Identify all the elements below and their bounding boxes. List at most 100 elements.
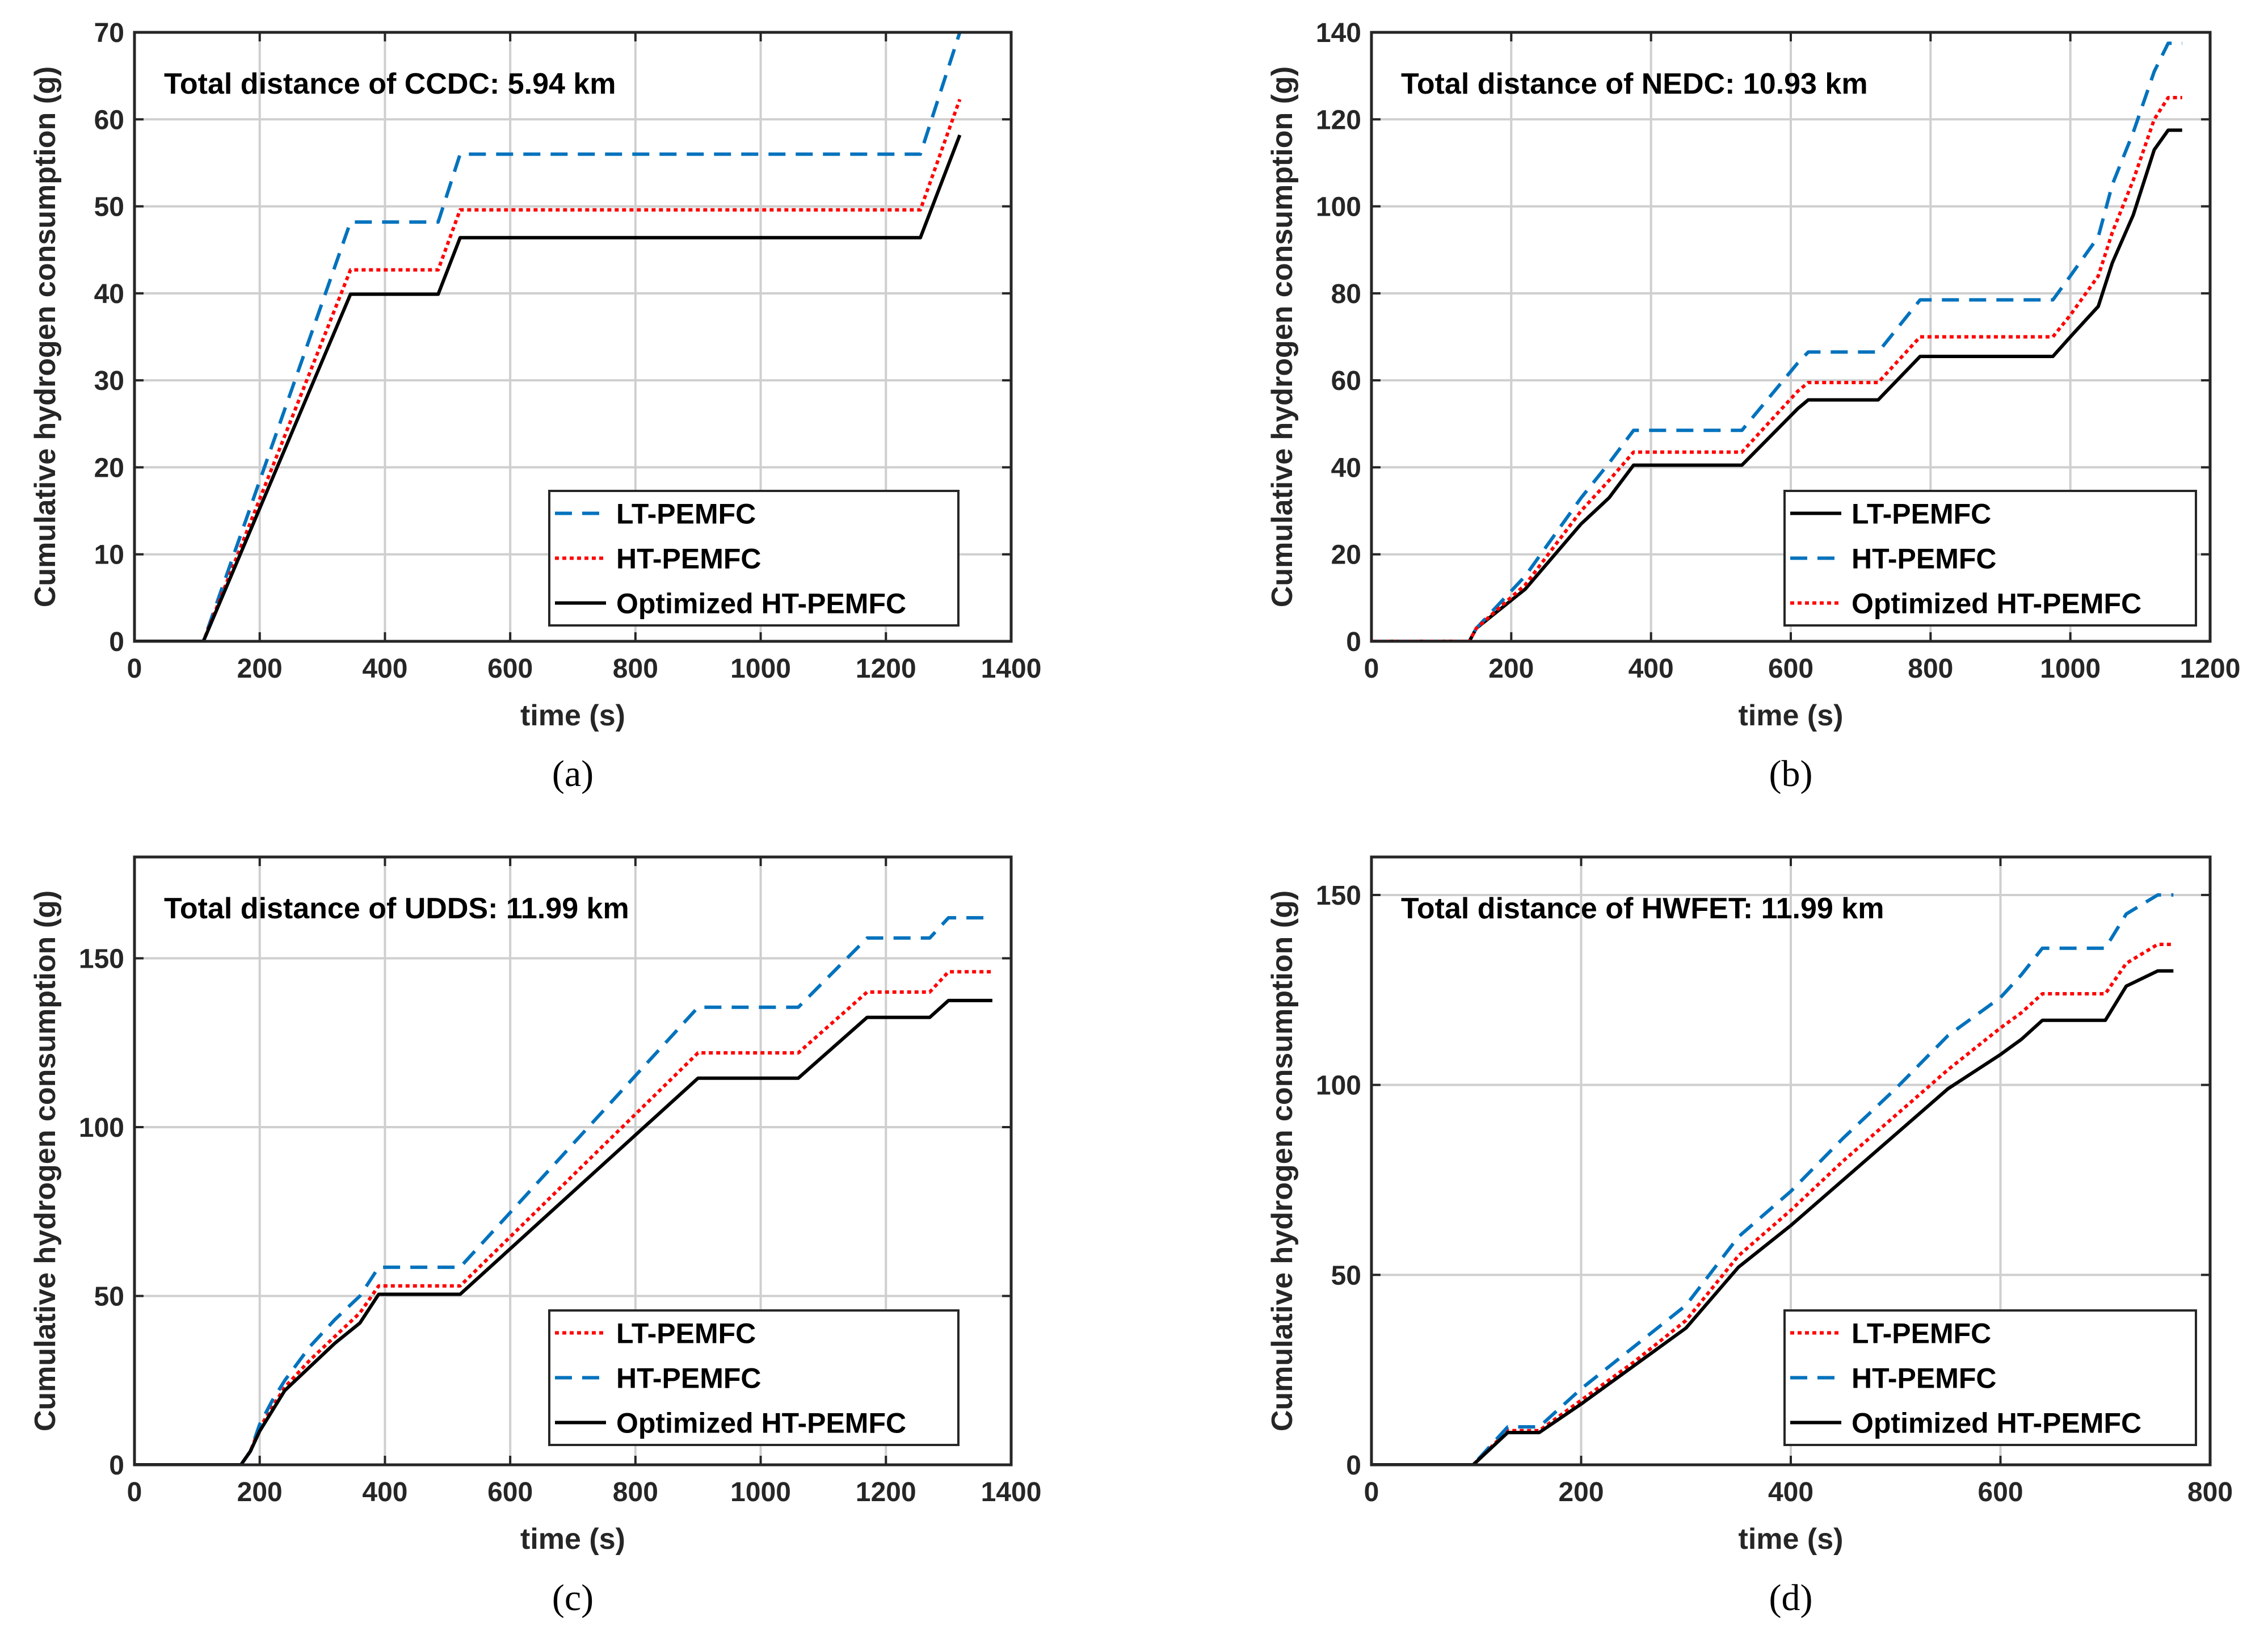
legend-label: HT-PEMFC (616, 1363, 761, 1394)
panel-caption: (c) (552, 1577, 594, 1619)
y-axis-label: Cumulative hydrogen consumption (g) (29, 66, 62, 607)
x-tick-label: 1200 (856, 1477, 916, 1507)
legend-label: HT-PEMFC (616, 543, 761, 575)
legend-box (1783, 1309, 2197, 1446)
x-tick-label: 200 (1558, 1477, 1604, 1507)
y-tick-label: 50 (94, 192, 124, 222)
x-axis-label: time (s) (1739, 699, 1844, 732)
chart-panel-c: 0 200 400 600 800 1000 1200 1400 0 50 100 150 time (… (29, 855, 1042, 1619)
y-tick-label: 80 (1331, 279, 1361, 309)
x-tick-label: 1000 (730, 1477, 791, 1507)
x-tick-label: 800 (613, 1477, 658, 1507)
y-axis-label: Cumulative hydrogen consumption (g) (29, 890, 62, 1431)
y-tick-label: 100 (1316, 192, 1361, 222)
axes-box (133, 855, 1013, 1467)
x-tick-label: 1000 (2040, 654, 2101, 684)
panel-caption: (b) (1769, 753, 1813, 795)
y-tick-label: 20 (1331, 540, 1361, 570)
y-tick-label: 150 (79, 944, 124, 974)
legend: LT-PEMFC HT-PEMFC Optimized HT-PEMFC (548, 1309, 960, 1446)
x-tick-label: 400 (362, 1477, 407, 1507)
panel-caption: (a) (552, 753, 594, 795)
x-tick-label: 0 (127, 654, 142, 684)
legend-box (548, 1309, 960, 1446)
y-tick-label: 30 (94, 366, 124, 396)
y-tick-label: 0 (109, 627, 124, 657)
y-tick-label: 120 (1316, 105, 1361, 135)
distance-annotation: Total distance of CCDC: 5.94 km (164, 68, 616, 100)
legend: LT-PEMFC HT-PEMFC Optimized HT-PEMFC (1783, 490, 2197, 627)
y-tick-label: 0 (1346, 1451, 1361, 1481)
x-tick-label: 400 (362, 654, 407, 684)
x-tick-label: 0 (1364, 654, 1379, 684)
x-axis-label: time (s) (520, 1523, 625, 1556)
legend-label: Optimized HT-PEMFC (616, 588, 906, 620)
legend-label: Optimized HT-PEMFC (616, 1407, 906, 1439)
y-tick-label: 60 (1331, 366, 1361, 396)
y-tick-label: 50 (1331, 1261, 1361, 1291)
legend-label: LT-PEMFC (616, 1318, 756, 1350)
x-tick-label: 1200 (2180, 654, 2241, 684)
y-tick-label: 140 (1316, 18, 1361, 48)
x-tick-label: 600 (1768, 654, 1813, 684)
legend-label: LT-PEMFC (1852, 1318, 1991, 1350)
legend-label: LT-PEMFC (1852, 498, 1991, 530)
x-tick-label: 200 (1488, 654, 1534, 684)
x-tick-label: 0 (1364, 1477, 1379, 1507)
x-tick-label: 1200 (856, 654, 916, 684)
series-line-ht-pemfc (1371, 893, 2174, 1465)
x-tick-label: 200 (237, 1477, 283, 1507)
x-tick-label: 800 (2187, 1477, 2233, 1507)
y-tick-label: 60 (94, 105, 124, 135)
legend-box (1783, 490, 2197, 627)
x-tick-label: 1400 (981, 654, 1042, 684)
legend-label: HT-PEMFC (1852, 543, 1997, 575)
distance-annotation: Total distance of UDDS: 11.99 km (164, 892, 629, 925)
x-tick-label: 200 (237, 654, 283, 684)
y-tick-label: 20 (94, 453, 124, 483)
series-line-optimized-ht-pemfc (134, 134, 962, 641)
chart-panel-a: 0 200 400 600 800 1000 1200 1400 0 10 20 30 40 50 60 70… (29, 18, 1041, 795)
distance-annotation: Total distance of NEDC: 10.93 km (1401, 68, 1868, 100)
x-tick-label: 800 (1908, 654, 1953, 684)
x-tick-label: 400 (1768, 1477, 1813, 1507)
y-axis-label: Cumulative hydrogen consumption (g) (1266, 66, 1299, 607)
series-line-lt-pemfc (1371, 128, 2182, 641)
chart-panel-d: 0 200 400 600 800 0 50 100 150 time (s) Cumulative… (1266, 855, 2233, 1619)
x-tick-label: 600 (487, 654, 533, 684)
x-tick-label: 600 (487, 1477, 533, 1507)
legend-box (548, 490, 960, 627)
y-axis-label: Cumulative hydrogen consumption (g) (1266, 890, 1299, 1431)
axes-box (133, 31, 1013, 643)
series-line-optimized-ht-pemfc (1371, 96, 2182, 641)
y-tick-label: 100 (79, 1113, 124, 1143)
panel-caption: (d) (1769, 1577, 1813, 1619)
x-tick-label: 1000 (730, 654, 791, 684)
x-tick-label: 400 (1629, 654, 1674, 684)
legend-label: HT-PEMFC (1852, 1363, 1997, 1394)
y-tick-label: 150 (1316, 881, 1361, 911)
series-line-optimized-ht-pemfc (134, 998, 992, 1465)
series-line-optimized-ht-pemfc (1371, 969, 2174, 1465)
legend-label: Optimized HT-PEMFC (1852, 588, 2141, 620)
legend-label: Optimized HT-PEMFC (1852, 1407, 2141, 1439)
series-line-lt-pemfc (134, 32, 962, 641)
y-tick-label: 10 (94, 540, 124, 570)
x-tick-label: 800 (613, 654, 658, 684)
y-tick-label: 0 (109, 1451, 124, 1481)
y-tick-label: 0 (1346, 627, 1361, 657)
legend: LT-PEMFC HT-PEMFC Optimized HT-PEMFC (548, 490, 960, 627)
legend-label: LT-PEMFC (616, 498, 756, 530)
series-line-ht-pemfc (1371, 41, 2182, 641)
series-line-ht-pemfc (134, 98, 962, 641)
y-tick-label: 70 (94, 18, 124, 48)
x-tick-label: 1400 (981, 1477, 1042, 1507)
y-tick-label: 40 (1331, 453, 1361, 483)
x-axis-label: time (s) (1739, 1523, 1844, 1556)
y-tick-label: 40 (94, 279, 124, 309)
series-line-ht-pemfc (134, 916, 992, 1465)
legend: LT-PEMFC HT-PEMFC Optimized HT-PEMFC (1783, 1309, 2197, 1446)
y-tick-label: 100 (1316, 1071, 1361, 1101)
chart-panel-b: 0 200 400 600 800 1000 1200 0 20 40 60 80 100 120 140 t… (1266, 18, 2240, 795)
